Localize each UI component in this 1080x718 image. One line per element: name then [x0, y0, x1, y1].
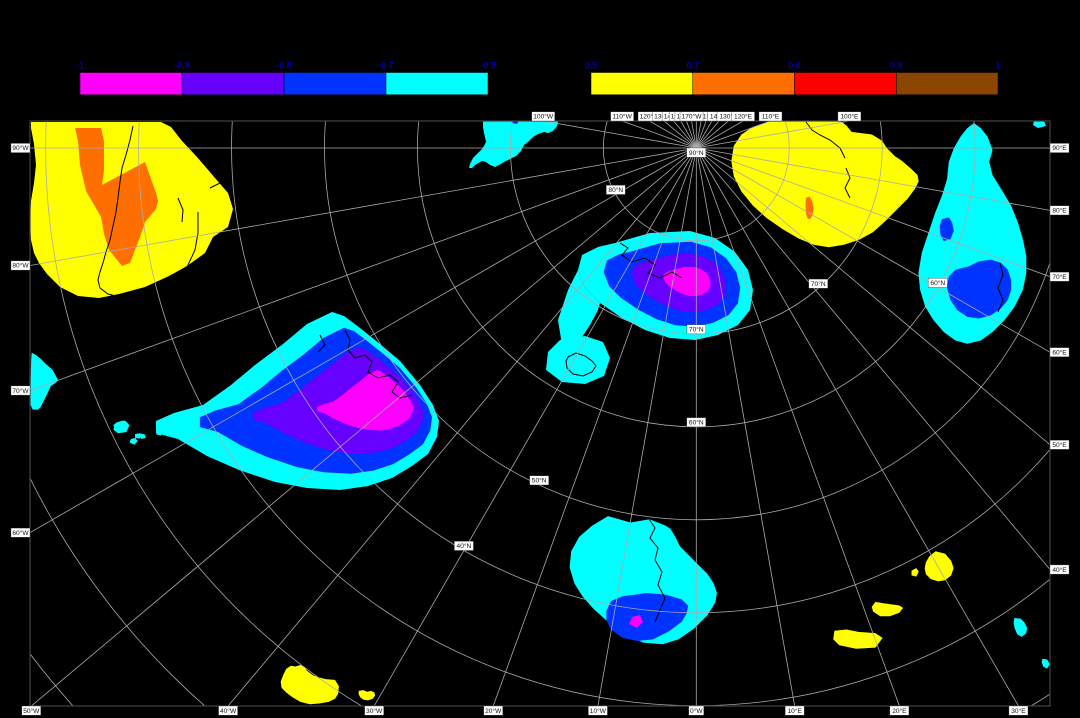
svg-text:60°N: 60°N [930, 279, 945, 287]
svg-text:30°E: 30°E [1011, 707, 1026, 715]
svg-text:50°N: 50°N [532, 477, 547, 485]
svg-text:70°N: 70°N [689, 326, 704, 334]
svg-text:70°W: 70°W [12, 387, 29, 395]
svg-text:0.7: 0.7 [686, 61, 699, 71]
svg-text:-0.5: -0.5 [480, 61, 496, 71]
svg-text:100°E: 100°E [840, 113, 859, 121]
svg-text:60°E: 60°E [1052, 348, 1067, 356]
svg-text:-0.7: -0.7 [378, 61, 394, 71]
svg-text:90°W: 90°W [12, 144, 29, 152]
svg-text:-1: -1 [76, 61, 84, 71]
svg-text:0°W: 0°W [690, 707, 703, 715]
svg-text:20°E: 20°E [892, 707, 907, 715]
svg-text:110°W: 110°W [612, 113, 632, 121]
svg-text:10°W: 10°W [590, 707, 607, 715]
svg-text:30°W: 30°W [366, 707, 383, 715]
svg-text:90°E: 90°E [1052, 144, 1067, 152]
svg-text:90°N: 90°N [689, 149, 704, 157]
svg-text:0.5: 0.5 [585, 61, 598, 71]
svg-text:50°W: 50°W [23, 707, 40, 715]
svg-text:10°E: 10°E [788, 707, 803, 715]
svg-text:80°N: 80°N [608, 186, 623, 194]
svg-text:110°E: 110°E [762, 113, 780, 121]
svg-text:0.8: 0.8 [788, 61, 801, 71]
svg-text:100°W: 100°W [533, 113, 554, 121]
svg-text:170°W: 170°W [682, 113, 703, 121]
svg-text:1: 1 [995, 61, 1000, 71]
svg-text:20°W: 20°W [485, 707, 502, 715]
svg-text:-0.8: -0.8 [276, 61, 292, 71]
svg-text:70°N: 70°N [811, 280, 826, 288]
svg-text:120°E: 120°E [734, 113, 753, 121]
svg-text:80°W: 80°W [12, 262, 29, 270]
svg-text:50°E: 50°E [1052, 441, 1067, 449]
svg-text:60°N: 60°N [689, 418, 704, 426]
svg-text:70°E: 70°E [1052, 273, 1067, 281]
svg-text:0.9: 0.9 [890, 61, 903, 71]
svg-text:40°N: 40°N [457, 542, 472, 550]
svg-text:60°W: 60°W [12, 529, 29, 537]
svg-text:40°E: 40°E [1052, 566, 1067, 574]
svg-text:40°W: 40°W [220, 707, 237, 715]
svg-text:-0.9: -0.9 [174, 61, 190, 71]
svg-text:80°E: 80°E [1052, 207, 1067, 215]
